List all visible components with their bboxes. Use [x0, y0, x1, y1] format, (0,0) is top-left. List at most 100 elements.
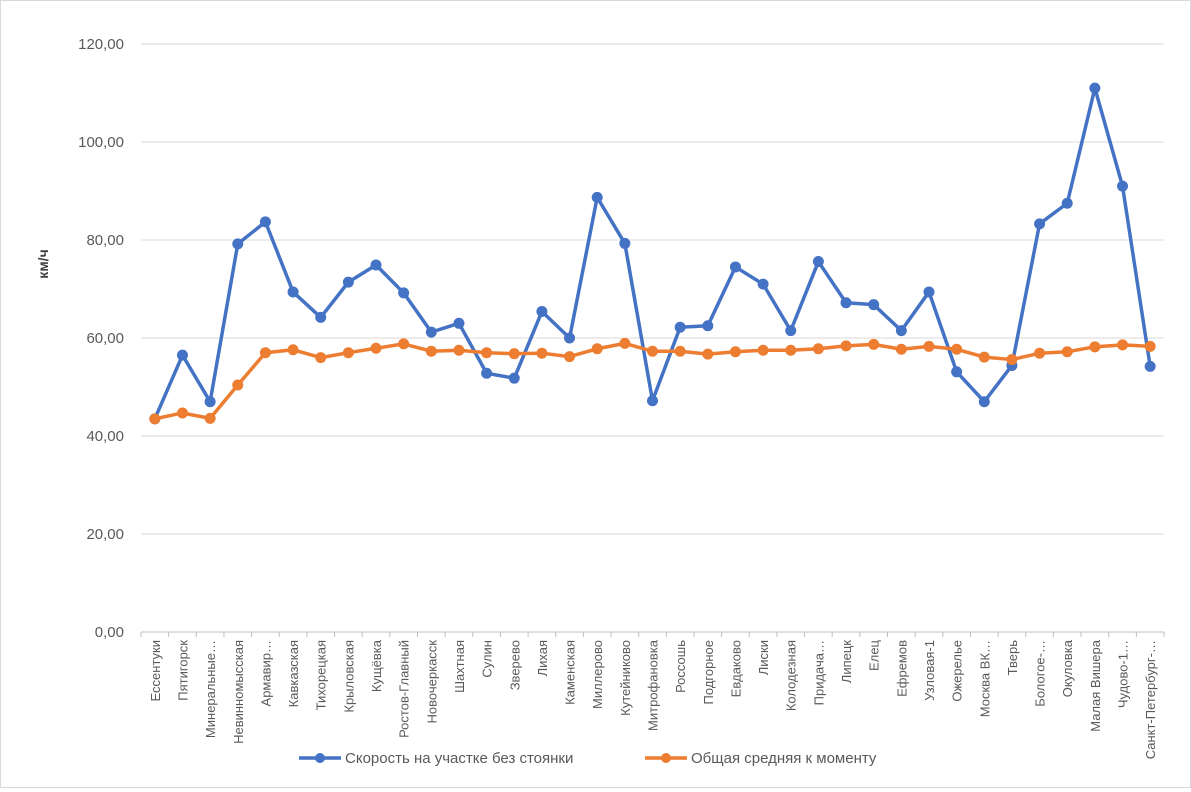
x-tick-label: Пятигорск — [175, 640, 190, 701]
x-tick-label: Ожерелье — [950, 640, 965, 702]
data-point — [508, 348, 520, 360]
data-point — [536, 347, 548, 359]
data-point — [619, 237, 631, 249]
data-point — [425, 326, 437, 338]
data-point — [812, 256, 824, 268]
x-tick-label: Окуловка — [1060, 639, 1075, 697]
data-point — [398, 338, 410, 350]
data-point — [342, 276, 354, 288]
data-point — [1006, 354, 1018, 366]
data-point — [1089, 341, 1101, 353]
gridlines — [141, 43, 1164, 535]
data-point — [951, 366, 963, 378]
data-point — [702, 348, 714, 360]
x-tick-label: Узловая-1 — [922, 640, 937, 701]
data-point — [370, 342, 382, 354]
data-point — [564, 332, 576, 344]
x-tick-label: Миллерово — [590, 640, 605, 709]
x-tick-label: Придача… — [811, 640, 826, 705]
data-point — [425, 345, 437, 357]
x-tick-label: Армавир… — [258, 640, 273, 706]
data-point — [785, 325, 797, 337]
data-point — [757, 344, 769, 356]
x-tick-label: Каменская — [563, 640, 578, 705]
x-tick-label: Евдаково — [728, 640, 743, 697]
x-tick-label: Москва ВК… — [977, 640, 992, 717]
series-2 — [149, 337, 1156, 425]
data-point — [1117, 180, 1129, 192]
legend-marker — [661, 753, 671, 763]
series-layer — [149, 82, 1156, 425]
data-point — [149, 413, 161, 425]
x-tick-label: Митрофановка — [646, 639, 661, 731]
data-point — [259, 347, 271, 359]
data-point — [619, 337, 631, 349]
x-tick-label: Сулин — [480, 640, 495, 678]
legend-marker — [315, 753, 325, 763]
x-tick-label: Подгорное — [701, 640, 716, 704]
data-point — [923, 286, 935, 298]
data-point — [204, 412, 216, 424]
y-axis-title: км/ч — [35, 249, 51, 278]
data-point — [1117, 339, 1129, 351]
data-point — [840, 297, 852, 309]
x-tick-label: Ростов-Главный — [397, 640, 412, 738]
x-tick-label: Чудово-1… — [1116, 640, 1131, 708]
x-tick-label: Зверево — [507, 640, 522, 690]
y-tick-label: 40,00 — [86, 428, 124, 445]
legend-item-1: Скорость на участке без стоянки — [299, 750, 573, 767]
data-point — [536, 306, 548, 318]
data-point — [674, 345, 686, 357]
data-point — [564, 351, 576, 363]
series-line — [153, 86, 1152, 421]
data-point — [287, 286, 299, 298]
series-1 — [149, 82, 1156, 425]
data-point — [287, 344, 299, 356]
x-tick-label: Невинномысская — [231, 640, 246, 744]
data-point — [812, 343, 824, 355]
x-tick-label: Кавказская — [286, 640, 301, 707]
x-tick-label: Тверь — [1005, 640, 1020, 676]
data-point — [481, 367, 493, 379]
data-point — [729, 261, 741, 273]
y-tick-label: 120,00 — [78, 36, 124, 53]
data-point — [647, 345, 658, 357]
x-tick-label: Ефремов — [894, 640, 909, 697]
data-point — [895, 325, 907, 337]
data-point — [647, 395, 658, 407]
data-point — [868, 338, 880, 350]
x-tick-label: Ессентуки — [148, 640, 163, 701]
data-point — [1144, 340, 1156, 352]
x-tick-label: Елец — [867, 639, 882, 670]
data-point — [923, 340, 935, 352]
data-point — [895, 343, 907, 355]
data-point — [591, 191, 603, 203]
legend-label: Скорость на участке без стоянки — [345, 750, 573, 767]
data-point — [1089, 82, 1101, 94]
data-point — [840, 340, 852, 352]
x-tick-label: Крыловская — [341, 640, 356, 713]
x-tick-label: Колодезная — [784, 640, 799, 711]
x-tick-label: Минеральные… — [203, 640, 218, 738]
data-point — [674, 321, 686, 333]
legend-label: Общая средняя к моменту — [691, 750, 877, 767]
x-tick-label: Шахтная — [452, 640, 467, 693]
data-point — [259, 216, 271, 228]
data-point — [729, 346, 741, 358]
y-tick-label: 100,00 — [78, 134, 124, 151]
data-point — [978, 396, 990, 408]
x-tick-label: Бологое-… — [1033, 640, 1048, 707]
data-point — [1034, 347, 1046, 359]
data-point — [315, 352, 327, 364]
data-point — [702, 320, 714, 332]
data-point — [204, 396, 216, 408]
x-tick-label: Липецк — [839, 640, 854, 684]
x-tick-label: Кутейниково — [618, 640, 633, 716]
data-point — [176, 349, 188, 361]
data-point — [453, 317, 465, 329]
data-point — [342, 347, 354, 359]
data-point — [1144, 360, 1156, 372]
data-point — [481, 347, 493, 359]
